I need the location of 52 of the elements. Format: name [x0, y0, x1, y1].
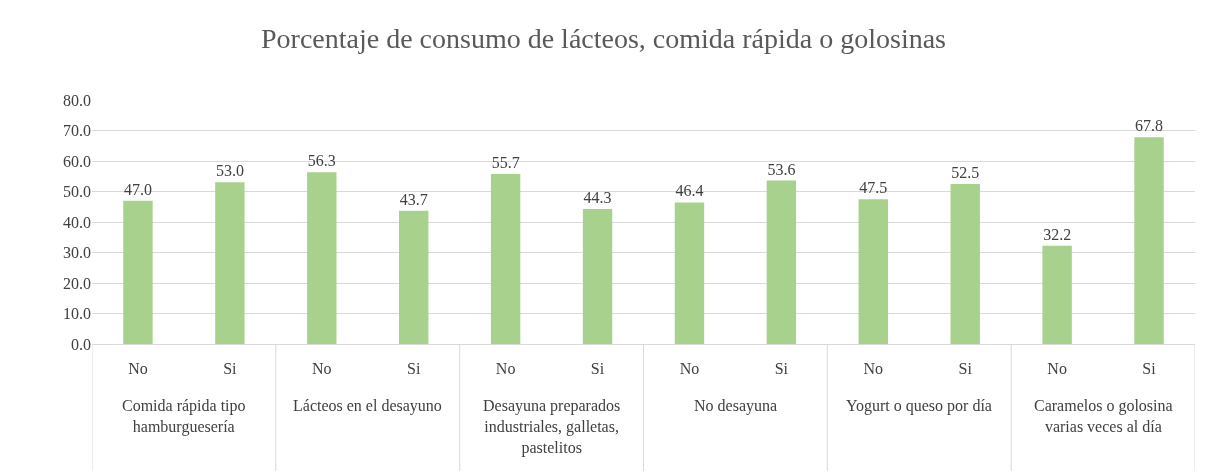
bar — [950, 183, 980, 344]
text: Yogurt o queso por día — [846, 397, 992, 415]
y-tick-label: 50.0 — [63, 183, 91, 201]
y-tick-label: 10.0 — [63, 305, 91, 323]
x-tick-label: No — [863, 360, 884, 378]
x-tick-label: Si — [958, 360, 973, 378]
bar — [858, 199, 888, 344]
text: Lácteos en el desayuno — [293, 397, 442, 415]
text: Caramelos o golosina varias veces al día — [1034, 397, 1173, 435]
bar — [582, 208, 613, 344]
data-label: 53.6 — [767, 160, 796, 178]
x-tick-label: Si — [1142, 360, 1157, 378]
text: Desayuna preparados industriales, galletas, pastelitos — [483, 397, 621, 457]
y-tick-label: 40.0 — [63, 213, 91, 231]
data-label: 44.3 — [583, 188, 612, 206]
data-label: 56.3 — [307, 152, 336, 170]
bar — [1134, 137, 1164, 344]
data-label: 47.0 — [123, 180, 152, 198]
x-tick-label: No — [1047, 360, 1067, 378]
x-tick-label: No — [679, 360, 700, 378]
data-label: 52.5 — [951, 163, 980, 181]
y-tick-label: 30.0 — [63, 244, 91, 262]
y-tick-label: 60.0 — [63, 152, 91, 170]
data-label: 32.2 — [1043, 225, 1072, 243]
text: No desayuna — [694, 397, 778, 415]
y-tick-label: 0.0 — [71, 335, 91, 353]
bar — [490, 174, 521, 344]
y-tick-label: 70.0 — [63, 122, 91, 140]
x-tick-label: No — [312, 360, 332, 378]
y-tick-label: 80.0 — [63, 91, 91, 109]
data-label: 43.7 — [399, 190, 428, 208]
bar — [766, 180, 797, 344]
x-tick-label: Si — [774, 360, 789, 378]
bar — [123, 200, 153, 344]
x-tick-label: Si — [223, 360, 238, 378]
x-tick-label: No — [495, 360, 516, 378]
bar — [674, 202, 705, 344]
bar — [215, 182, 245, 344]
x-tick-label: No — [128, 360, 148, 378]
data-label: 47.5 — [859, 179, 888, 197]
text: Comida rápida tipo hamburguesería — [122, 397, 246, 436]
data-label: 67.8 — [1135, 117, 1164, 135]
chart-title: Porcentaje de consumo de lácteos, comida rápida o golosinas — [260, 22, 947, 54]
x-tick-label: Si — [407, 360, 421, 378]
bar — [1042, 245, 1072, 344]
bar — [399, 210, 429, 344]
bar — [307, 172, 337, 344]
y-tick-label: 20.0 — [63, 274, 91, 292]
data-label: 46.4 — [675, 182, 704, 200]
data-label: 55.7 — [491, 154, 520, 172]
data-label: 53.0 — [215, 162, 244, 180]
x-tick-label: Si — [590, 360, 605, 378]
